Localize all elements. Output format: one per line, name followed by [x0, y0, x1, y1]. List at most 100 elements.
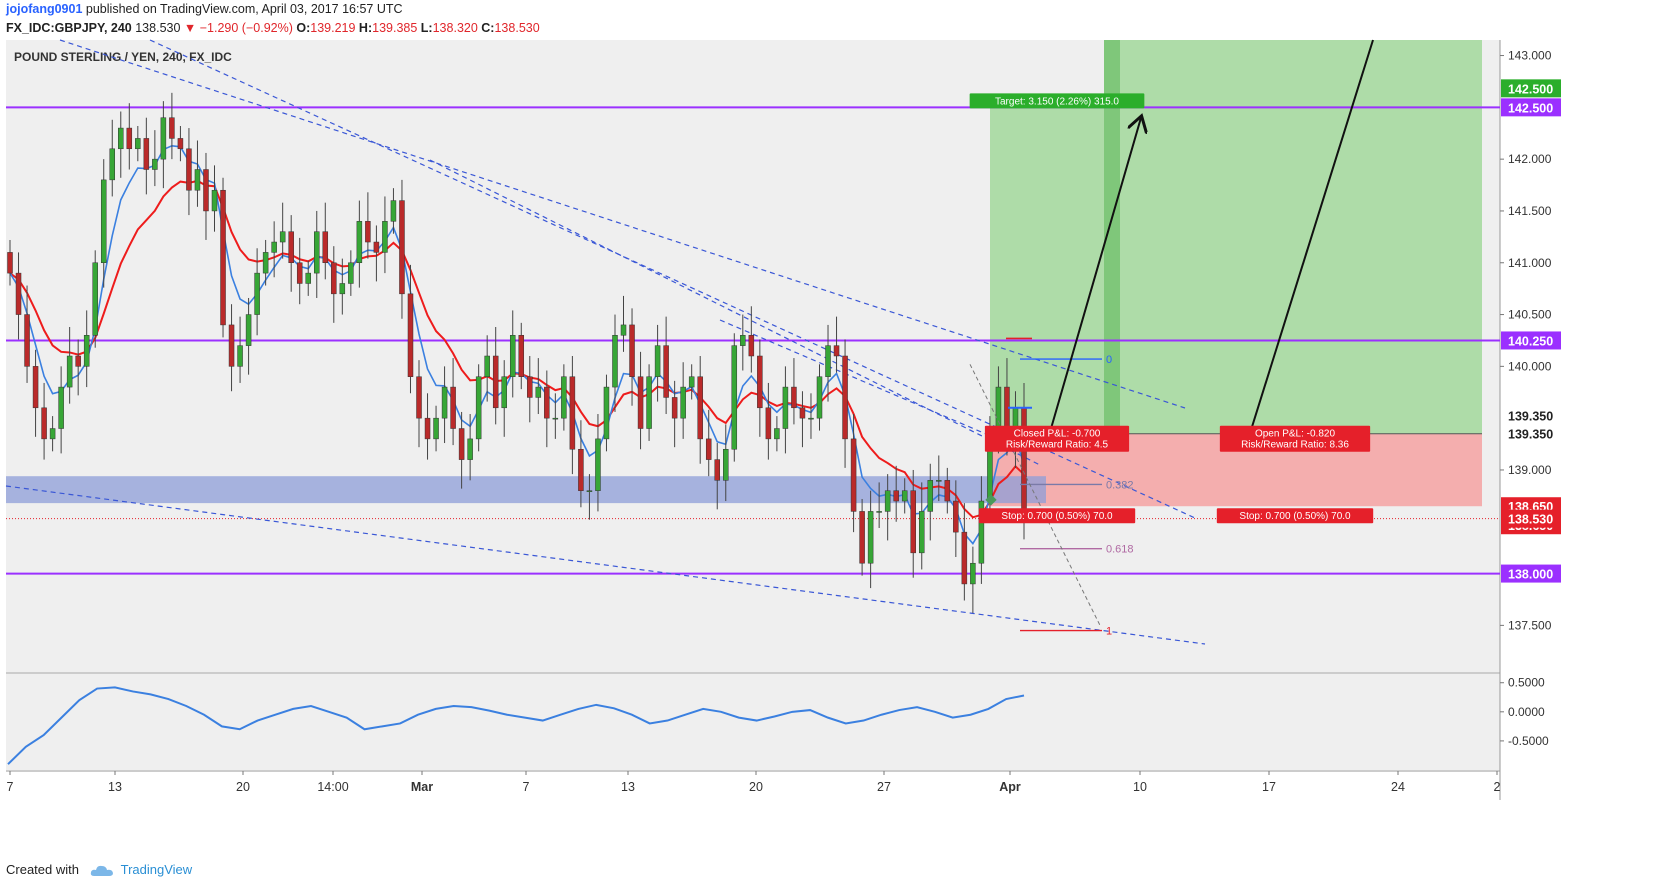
- candle-body: [220, 189, 226, 326]
- price-axis-label-box: [1501, 79, 1561, 98]
- tradingview-brand[interactable]: TradingView: [120, 862, 193, 877]
- projection-stop-label-box: [1216, 508, 1374, 524]
- candle-body: [842, 355, 848, 440]
- x-tick-label: 10: [1133, 780, 1147, 794]
- target-label: Target: 3.150 (2.26%) 315.0: [969, 93, 1145, 109]
- stop-label: Stop: 0.700 (0.50%) 70.0: [978, 508, 1136, 524]
- candle-body: [177, 138, 184, 150]
- candle-body: [527, 376, 533, 398]
- price-axis-label: 142.500: [1508, 101, 1553, 115]
- candle-body: [731, 345, 738, 450]
- candle-body: [586, 490, 593, 492]
- last-price: 138.530: [135, 21, 181, 35]
- candle-body: [382, 221, 388, 253]
- x-tick-label: 27: [877, 780, 891, 794]
- candle-body: [561, 376, 567, 419]
- candle-body: [936, 480, 942, 482]
- projection-stop-label: Stop: 0.700 (0.50%) 70.0: [1216, 508, 1374, 524]
- price-axis-label-box: [1501, 564, 1561, 583]
- price-axis-label-box: [1501, 406, 1561, 425]
- candle-body: [296, 262, 303, 284]
- y-tick-label: 140.500: [1508, 308, 1552, 322]
- projection-stop-label-text: Stop: 0.700 (0.50%) 70.0: [1239, 511, 1351, 522]
- x-tick-label: 17: [1262, 780, 1276, 794]
- candle-body: [927, 480, 934, 512]
- candle-body: [782, 386, 789, 429]
- price-axis-label: 139.350: [1508, 410, 1553, 424]
- x-tick-label: 13: [621, 780, 635, 794]
- price-axis-label: 138.530: [1508, 513, 1553, 527]
- candle-body: [978, 500, 985, 564]
- candle-body: [41, 407, 47, 440]
- candle-body: [416, 376, 422, 419]
- candle-body: [688, 376, 695, 388]
- osc-tick-label: 0.0000: [1508, 705, 1545, 719]
- candle-body: [1021, 407, 1027, 519]
- osc-tick-label: 0.5000: [1508, 676, 1545, 690]
- x-tick-label: 20: [236, 780, 250, 794]
- candle-body: [953, 500, 959, 533]
- price-change: ▼ −1.290 (−0.92%): [183, 21, 293, 35]
- candle-body: [322, 231, 329, 264]
- candle-body: [203, 169, 209, 212]
- stop-label-text: Stop: 0.700 (0.50%) 70.0: [1001, 511, 1113, 522]
- publish-header: jojofang0901 published on TradingView.co…: [6, 2, 403, 16]
- projection-arrow: [1044, 118, 1141, 450]
- y-tick-label: 143.000: [1508, 49, 1552, 63]
- candle-body: [424, 417, 431, 440]
- x-tick-label: 24: [1391, 780, 1405, 794]
- candle-body: [83, 335, 90, 367]
- candle-body: [663, 345, 669, 398]
- symbol-ohlc: FX_IDC:GBPJPY, 240 138.530 ▼ −1.290 (−0.…: [6, 21, 540, 35]
- candle-body: [740, 335, 746, 346]
- candle-body: [791, 386, 797, 409]
- candle-body: [24, 314, 30, 367]
- candle-body: [595, 438, 601, 491]
- candle-body: [816, 376, 823, 419]
- candle-body: [152, 158, 158, 170]
- fib-label-0.618: 0.618: [1106, 544, 1134, 556]
- open-value: 139.219: [310, 21, 356, 35]
- candle-body: [245, 314, 252, 346]
- candle-body: [194, 169, 201, 191]
- candle-body: [66, 355, 73, 388]
- candle-body: [799, 407, 806, 419]
- x-tick-label: 7: [7, 780, 14, 794]
- candle-body: [331, 262, 337, 295]
- candle-body: [450, 386, 456, 429]
- close-label: C:: [481, 21, 495, 35]
- candle-body: [58, 386, 64, 429]
- candle-body: [646, 376, 652, 429]
- price-axis-label: 138.000: [1508, 568, 1553, 582]
- stop-label-box: [978, 508, 1136, 524]
- high-value: 139.385: [372, 21, 418, 35]
- candle-body: [279, 231, 286, 243]
- x-tick-label: 13: [108, 780, 122, 794]
- candle-body: [501, 376, 507, 409]
- y-tick-label: 140.000: [1508, 359, 1552, 373]
- candle-body: [629, 324, 635, 377]
- candle-body: [637, 376, 644, 429]
- candle-body: [850, 438, 857, 512]
- candle-body: [433, 417, 439, 440]
- candle-body: [876, 511, 882, 513]
- open-pl-label-text: Risk/Reward Ratio: 8.36: [1241, 440, 1349, 451]
- price-axis-label-box: [1501, 424, 1561, 443]
- trendline-4: [719, 319, 1001, 441]
- candle-body: [765, 407, 772, 440]
- created-with-label: Created with: [6, 862, 79, 877]
- low-label: L:: [420, 21, 433, 35]
- open-pl-label-box: [1219, 425, 1371, 452]
- fib-label-0.382: 0.382: [1106, 479, 1134, 491]
- candle-body: [714, 459, 720, 481]
- candle-body: [262, 252, 269, 274]
- candle-body: [901, 490, 908, 502]
- candle-body: [271, 241, 277, 253]
- projection-target-band: [1104, 40, 1120, 434]
- price-axis-label-box: [1501, 98, 1561, 117]
- author-link[interactable]: jojofang0901: [6, 2, 83, 16]
- candle-body: [612, 335, 618, 388]
- target-label-text: Target: 3.150 (2.26%) 315.0: [995, 96, 1119, 107]
